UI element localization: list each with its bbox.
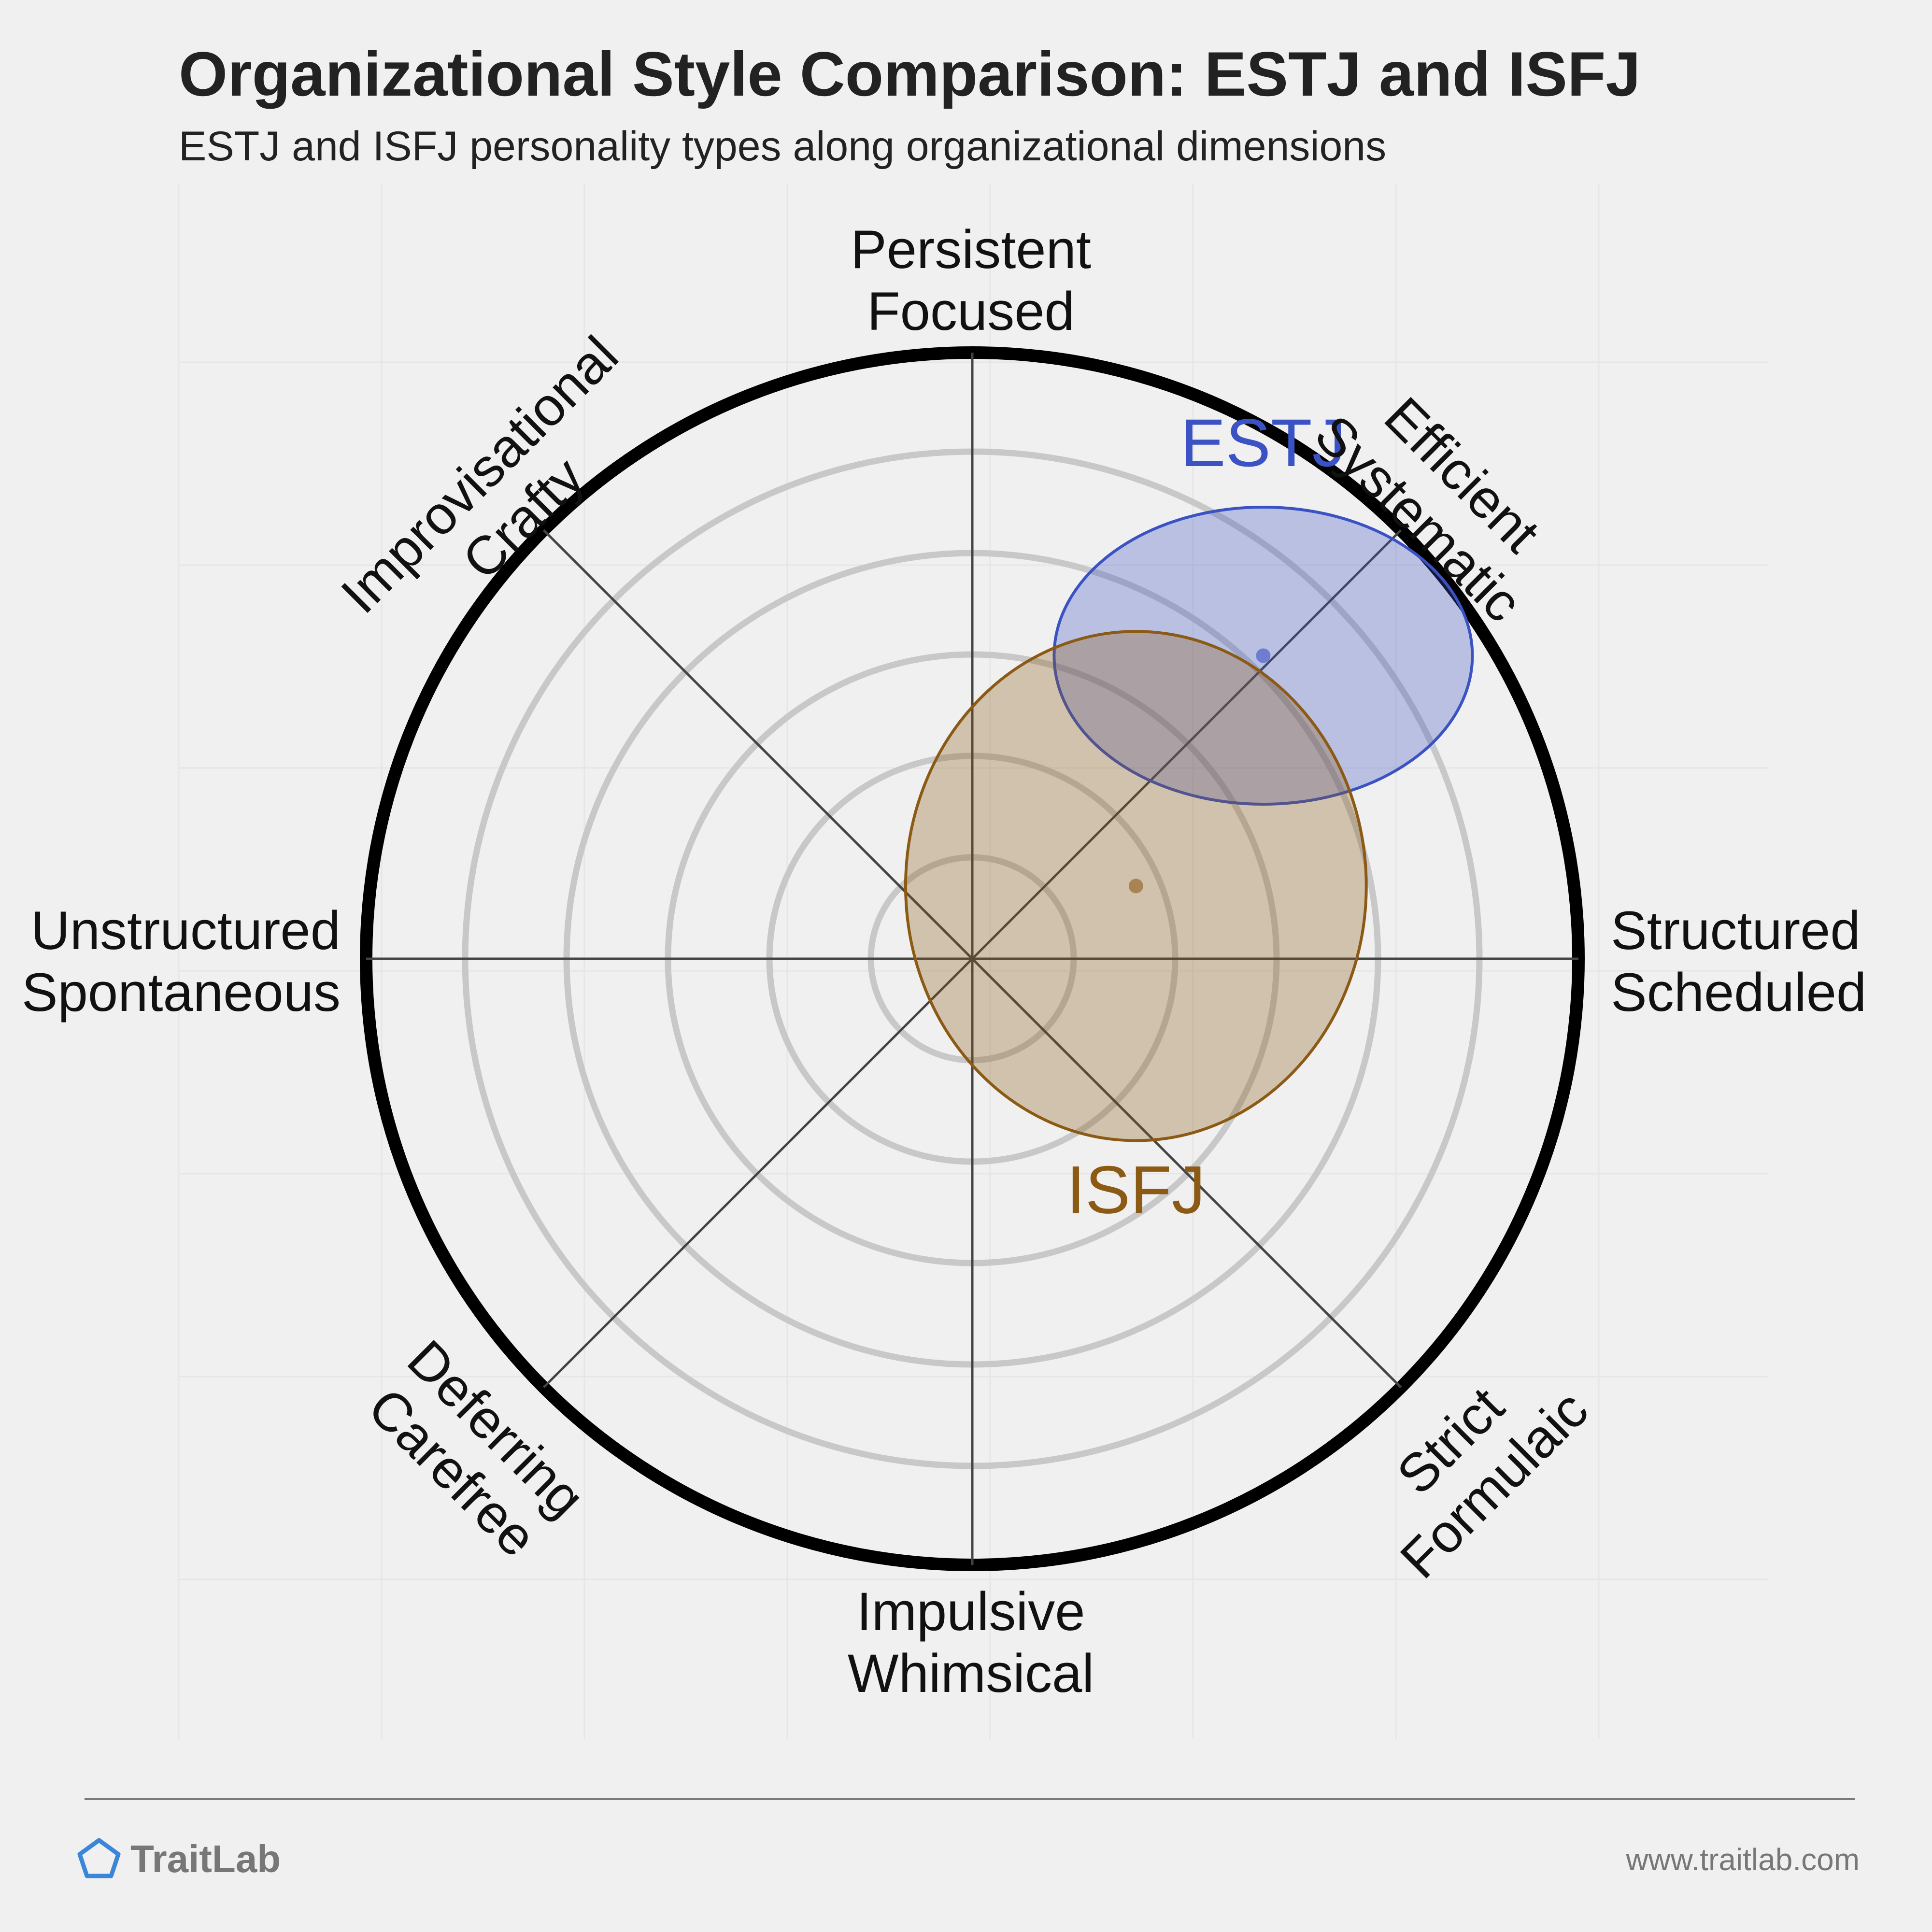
axis-label-group: Persistent Focused <box>851 219 1091 341</box>
axis-label-line: Persistent <box>851 219 1091 280</box>
axis-label-line: Unstructured <box>31 900 341 961</box>
axis-label-group: Impulsive Whimsical <box>848 1581 1094 1704</box>
chart-subtitle: ESTJ and ISFJ personality types along or… <box>179 123 1386 170</box>
brand-name: TraitLab <box>130 1837 281 1880</box>
axis-spokes <box>366 353 1578 1565</box>
series-point-isfj <box>1128 879 1143 894</box>
axis-label-line: Whimsical <box>848 1643 1094 1704</box>
axis-label: Persistent Focused <box>851 219 1091 341</box>
axis-label: Impulsive Whimsical <box>848 1581 1094 1704</box>
axis-label-line: Structured <box>1611 900 1861 961</box>
axis-label-group: Unstructured Spontaneous <box>22 900 341 1023</box>
axis-label-group: StrictFormulaic <box>1345 1335 1600 1590</box>
axis-label: DeferringCarefree <box>353 1329 597 1573</box>
axis-label-group: Structured Scheduled <box>1611 900 1866 1023</box>
series-label-isfj: ISFJ <box>1066 1152 1206 1228</box>
axis-spoke <box>542 529 1402 1389</box>
axis-label-line: Scheduled <box>1611 962 1866 1023</box>
chart-title: Organizational Style Comparison: ESTJ an… <box>179 39 1641 109</box>
axis-label: Unstructured Spontaneous <box>22 900 341 1023</box>
footer-url: www.traitlab.com <box>1625 1842 1860 1877</box>
series-layer: ESTJ ISFJ <box>904 405 1474 1228</box>
axis-label: StrictFormulaic <box>1345 1335 1600 1590</box>
axis-label: Structured Scheduled <box>1611 900 1866 1023</box>
axis-label-line: Impulsive <box>856 1581 1085 1642</box>
pentagon-icon <box>77 1838 121 1878</box>
series-point-estj <box>1256 648 1271 663</box>
series-label-estj: ESTJ <box>1180 405 1346 481</box>
axis-label-line: Spontaneous <box>22 962 341 1023</box>
axis-label-group: DeferringCarefree <box>353 1329 597 1573</box>
axis-label-line: Focused <box>867 281 1075 341</box>
